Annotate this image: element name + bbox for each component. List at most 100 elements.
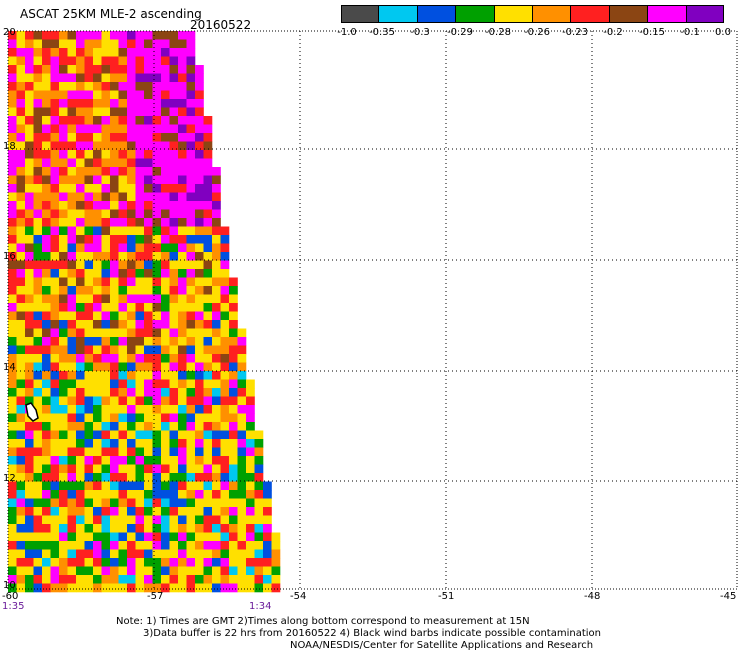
swath-cell: [118, 226, 128, 236]
swath-cell: [237, 583, 247, 593]
swath-cell: [93, 65, 102, 74]
swath-cell: [110, 303, 119, 312]
swath-cell: [76, 320, 85, 329]
swath-cell: [50, 235, 60, 244]
swath-cell: [169, 481, 179, 491]
swath-cell: [195, 167, 204, 176]
swath-cell: [127, 56, 136, 66]
swath-cell: [144, 90, 153, 100]
swath-cell: [195, 133, 204, 142]
swath-cell: [50, 269, 60, 278]
swath-cell: [178, 328, 187, 338]
swath-cell: [42, 269, 51, 278]
swath-cell: [152, 549, 162, 559]
swath-cell: [84, 48, 94, 57]
swath-cell: [195, 549, 204, 559]
swath-cell: [178, 201, 187, 210]
swath-cell: [152, 167, 162, 176]
swath-cell: [169, 566, 179, 576]
swath-cell: [67, 507, 77, 516]
swath-cell: [25, 362, 34, 372]
swath-cell: [186, 371, 196, 380]
swath-cell: [8, 235, 17, 244]
swath-cell: [42, 226, 51, 236]
swath-cell: [212, 498, 221, 508]
swath-cell: [16, 362, 26, 372]
swath-cell: [84, 209, 94, 219]
swath-cell: [101, 243, 111, 253]
swath-cell: [8, 286, 17, 295]
swath-cell: [59, 447, 68, 457]
swath-cell: [195, 192, 204, 202]
swath-cell: [93, 456, 102, 465]
swath-cell: [76, 167, 85, 176]
swath-cell: [50, 396, 60, 406]
swath-cell: [33, 90, 43, 100]
swath-cell: [169, 243, 179, 253]
swath-cell: [135, 56, 145, 66]
swath-cell: [135, 201, 145, 210]
swath-cell: [135, 388, 145, 397]
swath-cell: [8, 201, 17, 210]
swath-cell: [152, 405, 162, 414]
swath-cell: [67, 422, 77, 431]
swath-cell: [93, 39, 102, 49]
swath-cell: [144, 167, 153, 176]
swath-cell: [212, 337, 221, 346]
swath-cell: [161, 107, 170, 117]
swath-cell: [93, 192, 102, 202]
swath-cell: [42, 328, 51, 338]
swath-cell: [84, 218, 94, 227]
swath-cell: [135, 396, 145, 406]
swath-cell: [220, 294, 230, 304]
swath-cell: [67, 337, 77, 346]
swath-cell: [152, 99, 162, 108]
swath-cell: [84, 184, 94, 193]
swath-cell: [220, 252, 230, 261]
swath-cell: [84, 175, 94, 185]
swath-cell: [33, 541, 43, 550]
swath-cell: [33, 473, 43, 482]
swath-cell: [254, 524, 264, 533]
swath-cell: [101, 490, 111, 499]
swath-cell: [8, 56, 17, 66]
swath-cell: [67, 141, 77, 151]
swath-cell: [144, 320, 153, 329]
swath-cell: [169, 320, 179, 329]
swath-cell: [152, 158, 162, 168]
swath-cell: [67, 218, 77, 227]
swath-cell: [246, 396, 255, 406]
swath-cell: [16, 524, 26, 533]
swath-cell: [161, 269, 170, 278]
swath-cell: [229, 337, 238, 346]
swath-cell: [135, 583, 145, 593]
swath-cell: [135, 107, 145, 117]
swath-cell: [246, 388, 255, 397]
swath-cell: [203, 413, 213, 423]
swath-cell: [25, 566, 34, 576]
island-outline: [25, 402, 39, 422]
swath-cell: [101, 218, 111, 227]
swath-cell: [195, 371, 204, 380]
swath-cell: [93, 566, 102, 576]
swath-cell: [220, 345, 230, 355]
swath-cell: [144, 277, 153, 287]
note-line-2: 3)Data buffer is 22 hrs from 20160522 4)…: [143, 628, 601, 639]
swath-cell: [135, 82, 145, 91]
swath-cell: [229, 558, 238, 567]
swath-cell: [42, 371, 51, 380]
swath-cell: [101, 141, 111, 151]
swath-cell: [246, 490, 255, 499]
swath-cell: [101, 124, 111, 134]
swath-cell: [16, 345, 26, 355]
swath-cell: [25, 456, 34, 465]
swath-cell: [101, 583, 111, 593]
swath-cell: [195, 354, 204, 363]
swath-cell: [229, 473, 238, 482]
map-title: ASCAT 25KM MLE-2 ascending: [20, 7, 202, 21]
swath-cell: [67, 107, 77, 117]
swath-cell: [8, 311, 17, 321]
swath-cell: [50, 277, 60, 287]
swath-cell: [101, 167, 111, 176]
swath-cell: [8, 150, 17, 159]
